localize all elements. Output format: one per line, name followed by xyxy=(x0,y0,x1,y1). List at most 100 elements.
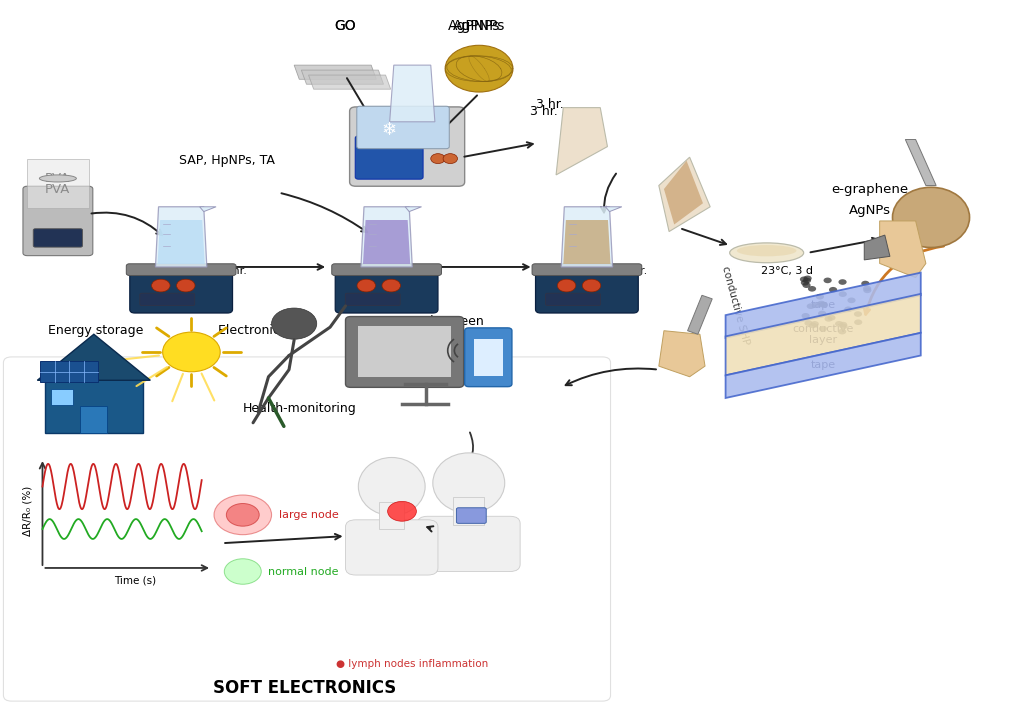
Polygon shape xyxy=(37,334,150,380)
Text: tape: tape xyxy=(811,300,835,310)
FancyBboxPatch shape xyxy=(465,328,512,387)
FancyBboxPatch shape xyxy=(546,293,600,306)
Circle shape xyxy=(800,280,809,286)
Circle shape xyxy=(838,279,847,285)
Text: 3 hr.: 3 hr. xyxy=(529,105,557,117)
FancyBboxPatch shape xyxy=(608,299,626,311)
Ellipse shape xyxy=(39,175,76,182)
Circle shape xyxy=(848,297,856,303)
Text: large node: large node xyxy=(279,510,339,520)
Polygon shape xyxy=(725,272,921,338)
Circle shape xyxy=(861,281,869,287)
Polygon shape xyxy=(563,220,611,264)
Bar xyxy=(357,326,451,378)
Polygon shape xyxy=(725,333,921,398)
Circle shape xyxy=(382,279,401,292)
Circle shape xyxy=(827,315,835,321)
Circle shape xyxy=(443,154,457,164)
Circle shape xyxy=(845,306,853,312)
Polygon shape xyxy=(556,107,608,175)
Circle shape xyxy=(835,321,844,326)
Text: ΔR/R₀ (%): ΔR/R₀ (%) xyxy=(22,486,32,536)
Circle shape xyxy=(809,323,817,328)
FancyBboxPatch shape xyxy=(27,159,89,208)
Circle shape xyxy=(816,294,824,299)
Circle shape xyxy=(808,286,816,292)
Polygon shape xyxy=(295,65,376,80)
Bar xyxy=(379,502,404,529)
Circle shape xyxy=(839,324,848,329)
Text: PVA: PVA xyxy=(45,183,71,196)
Text: Touch screen: Touch screen xyxy=(403,315,484,328)
Ellipse shape xyxy=(729,243,803,263)
Polygon shape xyxy=(664,161,703,225)
Text: AgNPs: AgNPs xyxy=(849,204,890,217)
Circle shape xyxy=(854,319,862,325)
Polygon shape xyxy=(688,295,712,334)
Circle shape xyxy=(176,279,195,292)
Text: Touch screen: Touch screen xyxy=(367,342,444,355)
Text: Time (s): Time (s) xyxy=(114,576,156,586)
Text: PVA: PVA xyxy=(45,172,71,185)
FancyBboxPatch shape xyxy=(533,264,642,275)
FancyBboxPatch shape xyxy=(3,357,611,701)
FancyBboxPatch shape xyxy=(548,299,566,311)
Circle shape xyxy=(806,304,815,309)
FancyBboxPatch shape xyxy=(332,264,442,275)
Circle shape xyxy=(151,279,170,292)
Circle shape xyxy=(839,322,848,328)
Circle shape xyxy=(582,279,600,292)
FancyBboxPatch shape xyxy=(356,106,449,149)
Text: ● lymph nodes inflammation: ● lymph nodes inflammation xyxy=(336,658,488,668)
FancyBboxPatch shape xyxy=(202,299,220,311)
Polygon shape xyxy=(659,157,710,232)
Circle shape xyxy=(819,326,827,331)
Bar xyxy=(453,497,484,525)
Text: tape: tape xyxy=(811,360,835,370)
Polygon shape xyxy=(302,70,383,84)
Text: AgPNPs: AgPNPs xyxy=(448,19,501,33)
Ellipse shape xyxy=(433,453,505,513)
Ellipse shape xyxy=(736,245,796,257)
Circle shape xyxy=(819,302,827,308)
Text: 85°C, 1.5 hr.: 85°C, 1.5 hr. xyxy=(177,265,247,276)
Text: SAP, HpNPs, TA: SAP, HpNPs, TA xyxy=(179,154,275,167)
Circle shape xyxy=(804,321,813,326)
Ellipse shape xyxy=(358,457,425,515)
Bar xyxy=(44,378,143,434)
FancyBboxPatch shape xyxy=(345,316,464,387)
Circle shape xyxy=(163,332,220,372)
Polygon shape xyxy=(360,207,412,267)
Circle shape xyxy=(803,275,812,281)
Circle shape xyxy=(818,311,826,316)
Circle shape xyxy=(445,46,513,92)
Circle shape xyxy=(829,287,837,293)
FancyBboxPatch shape xyxy=(335,267,438,313)
Circle shape xyxy=(824,277,832,283)
FancyBboxPatch shape xyxy=(408,299,425,311)
FancyBboxPatch shape xyxy=(347,299,366,311)
Text: conductive SHP: conductive SHP xyxy=(721,265,751,346)
FancyBboxPatch shape xyxy=(456,508,486,523)
FancyBboxPatch shape xyxy=(142,299,161,311)
Polygon shape xyxy=(606,207,622,212)
Polygon shape xyxy=(561,207,613,267)
Circle shape xyxy=(802,282,811,288)
Text: Energy storage: Energy storage xyxy=(48,324,143,337)
Circle shape xyxy=(801,313,810,319)
Text: Electronic skin: Electronic skin xyxy=(217,324,309,337)
Text: 85°C, 1 hr.: 85°C, 1 hr. xyxy=(588,265,647,276)
Polygon shape xyxy=(158,220,205,264)
Text: Health-monitoring: Health-monitoring xyxy=(242,402,356,415)
Text: AgPNPs: AgPNPs xyxy=(453,19,506,33)
FancyBboxPatch shape xyxy=(130,267,233,313)
Bar xyxy=(40,361,98,383)
Polygon shape xyxy=(864,235,890,260)
Text: GO: GO xyxy=(335,19,356,33)
Circle shape xyxy=(838,328,847,334)
Text: normal node: normal node xyxy=(269,567,339,577)
Text: 85°C, 1 hr.: 85°C, 1 hr. xyxy=(383,265,442,276)
Circle shape xyxy=(854,311,862,317)
Circle shape xyxy=(225,559,262,584)
FancyBboxPatch shape xyxy=(349,107,465,186)
